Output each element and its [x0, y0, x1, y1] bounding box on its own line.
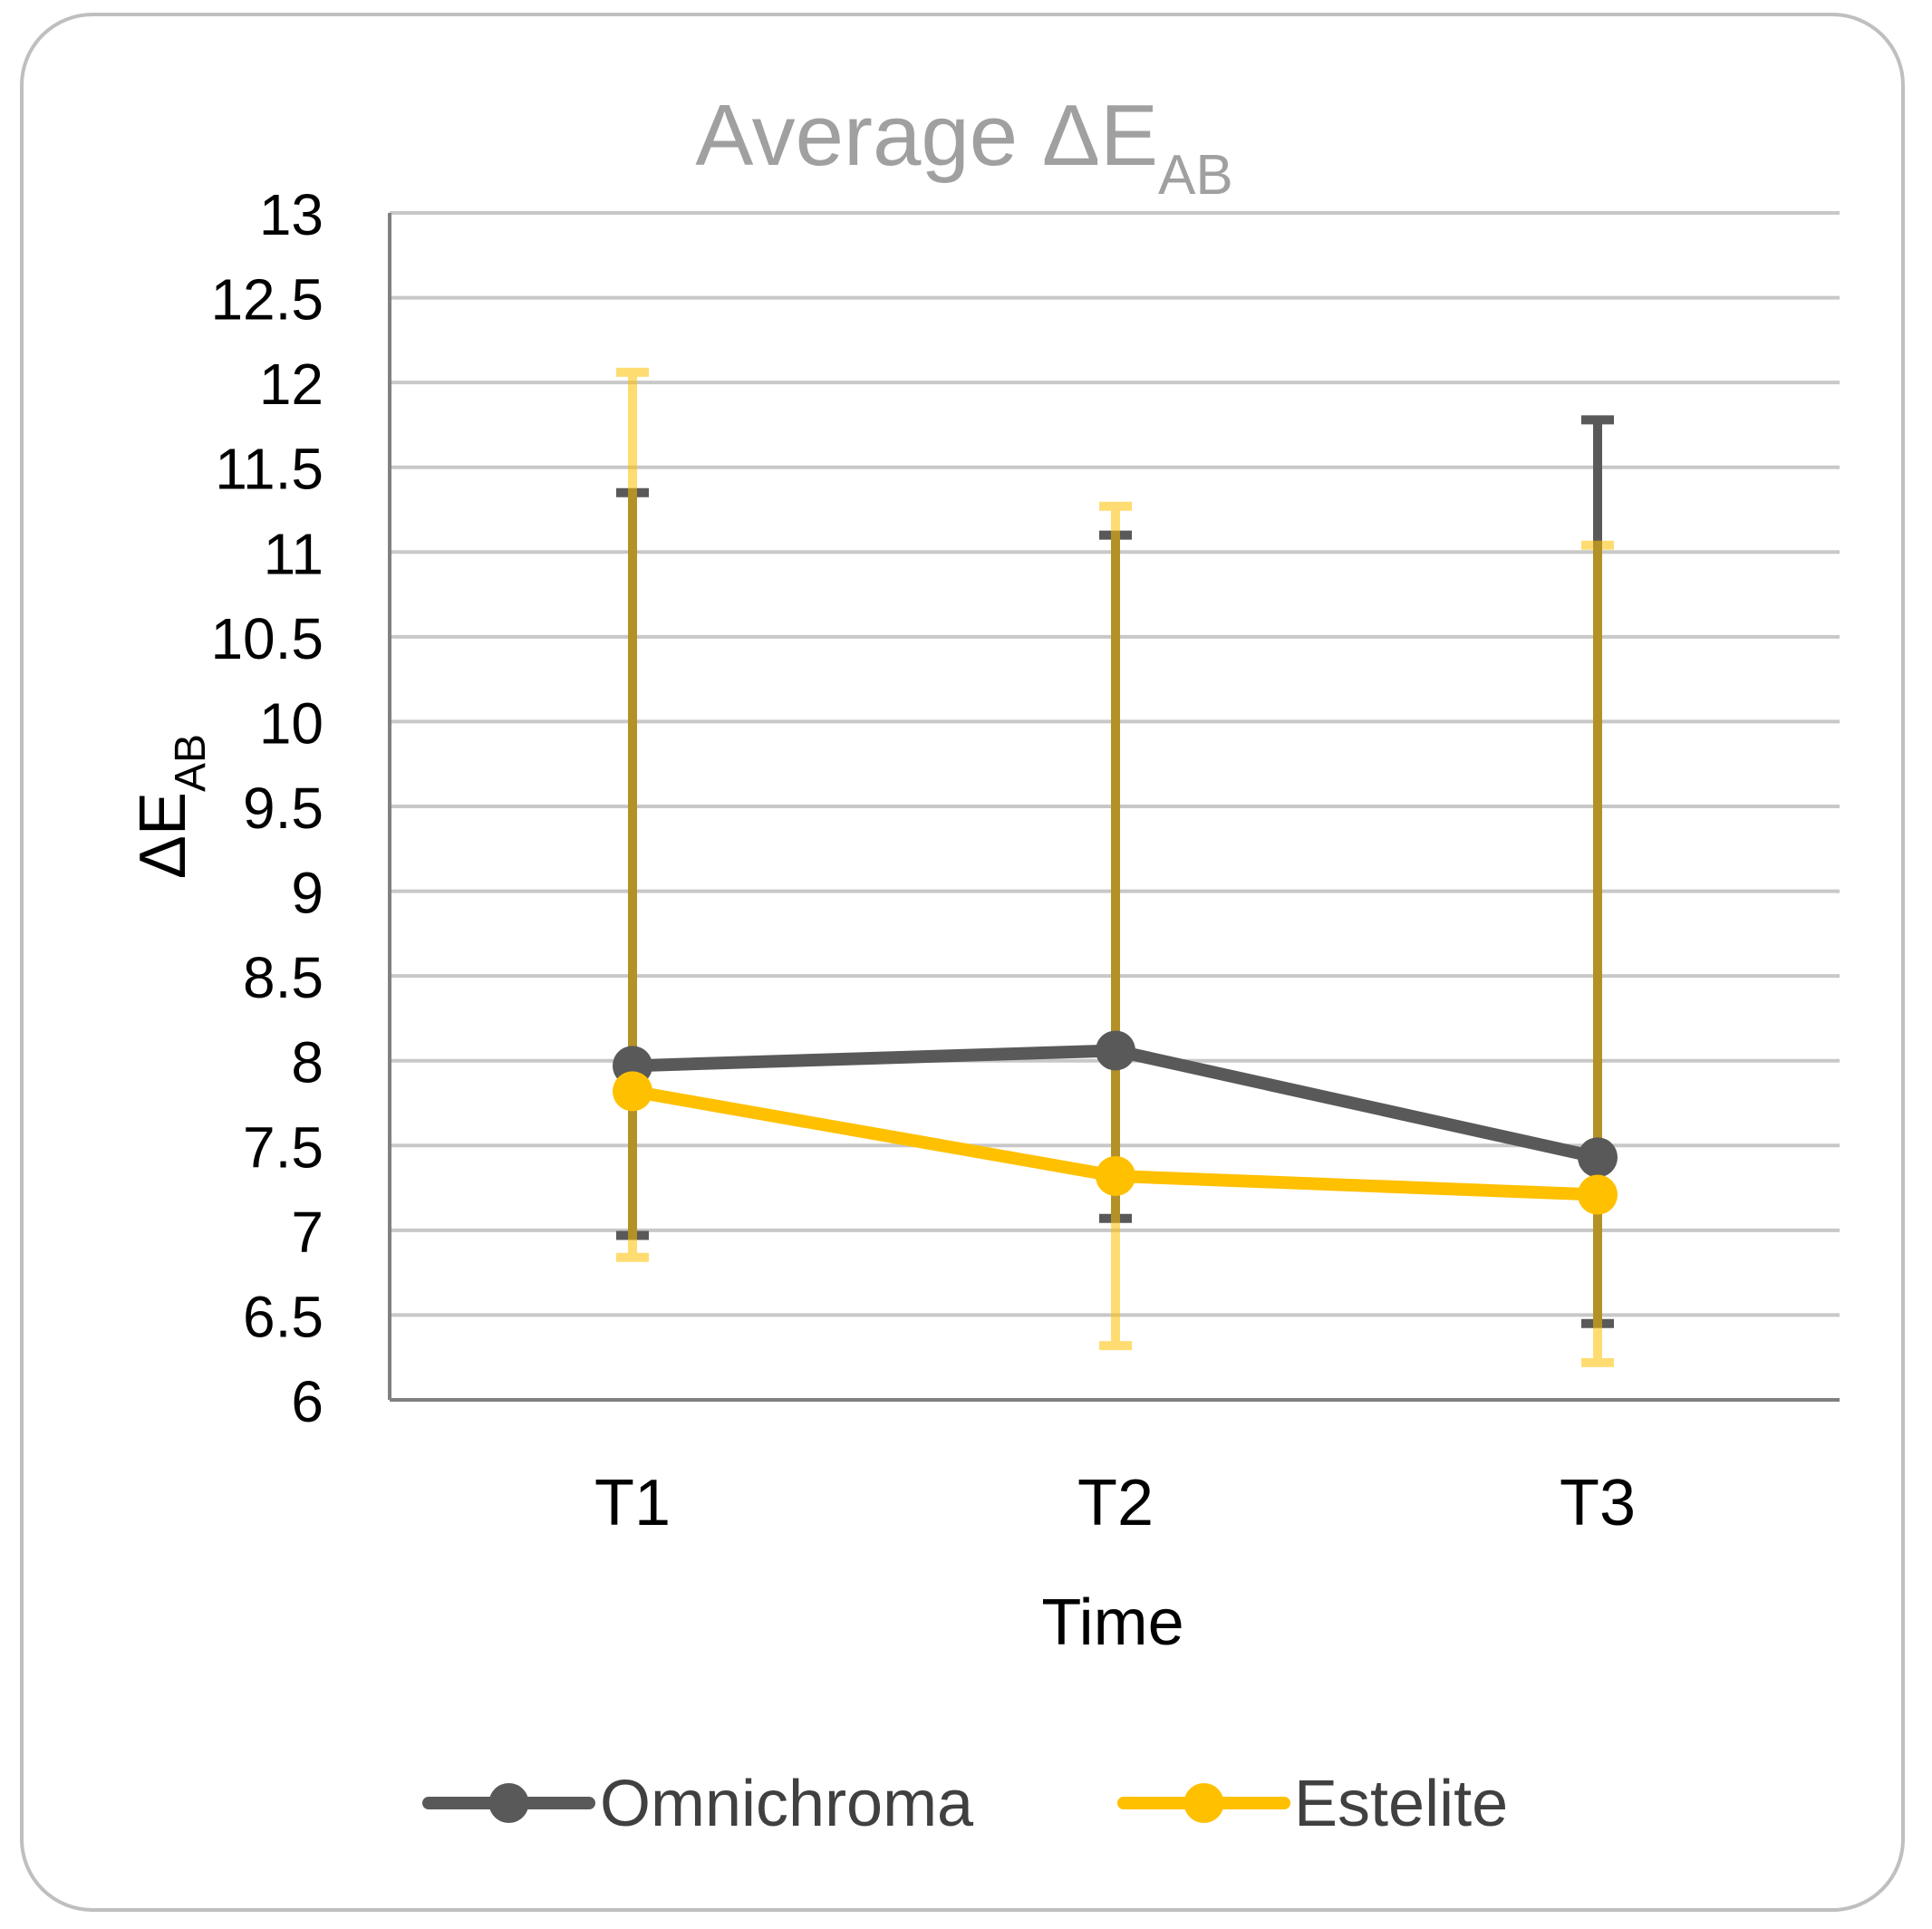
- y-tick-label: 6: [291, 1369, 324, 1434]
- x-axis-label: Time: [1041, 1587, 1183, 1659]
- y-tick-label: 9: [291, 861, 324, 926]
- y-tick-label: 10: [259, 690, 324, 756]
- y-tick-label: 11.5: [215, 437, 324, 502]
- y-axis-label: ΔEAB: [127, 734, 215, 879]
- legend: Omnichroma Estelite: [422, 1768, 1508, 1840]
- chart-title: Average ΔEAB: [695, 87, 1232, 207]
- data-point-estelite: [1096, 1155, 1135, 1196]
- error-bar-estelite: [1581, 540, 1614, 1367]
- x-tick-label: T2: [1077, 1467, 1154, 1539]
- x-tick-label: T1: [594, 1467, 671, 1539]
- legend-label: Estelite: [1294, 1768, 1508, 1840]
- y-tick-label: 11: [264, 521, 324, 586]
- y-tick-label: 7.5: [243, 1114, 324, 1180]
- y-tick-labels: 6 6.5 7 7.5 8 8.5 9 9.5 10 10.5 11 11.5 12 12.5 13: [210, 182, 324, 1434]
- data-point-omnichroma: [1096, 1030, 1135, 1071]
- y-tick-label: 12.5: [210, 267, 324, 333]
- y-tick-label: 8: [291, 1030, 324, 1095]
- legend-marker: [1183, 1783, 1224, 1823]
- error-bars: [616, 367, 1614, 1367]
- legend-item-estelite: Estelite: [1117, 1768, 1508, 1840]
- y-tick-label: 9.5: [243, 776, 324, 841]
- chart-frame: [20, 13, 1905, 1912]
- y-tick-label: 12: [259, 352, 324, 417]
- x-tick-labels: T1 T2 T3: [594, 1467, 1636, 1539]
- error-bar-estelite: [616, 367, 649, 1262]
- data-point-estelite: [1578, 1174, 1618, 1215]
- error-bar-estelite: [1099, 501, 1132, 1351]
- y-tick-label: 10.5: [210, 606, 324, 671]
- series-markers: [613, 1030, 1618, 1215]
- y-tick-label: 8.5: [243, 945, 324, 1010]
- data-point-omnichroma: [1578, 1137, 1618, 1178]
- y-tick-label: 6.5: [243, 1284, 324, 1349]
- data-point-estelite: [613, 1071, 652, 1112]
- y-tick-label: 7: [291, 1200, 324, 1265]
- y-tick-label: 13: [259, 182, 324, 247]
- legend-marker: [488, 1783, 529, 1823]
- legend-item-omnichroma: Omnichroma: [422, 1768, 974, 1840]
- axes: [388, 213, 1840, 1402]
- legend-label: Omnichroma: [600, 1768, 974, 1840]
- x-tick-label: T3: [1560, 1467, 1636, 1539]
